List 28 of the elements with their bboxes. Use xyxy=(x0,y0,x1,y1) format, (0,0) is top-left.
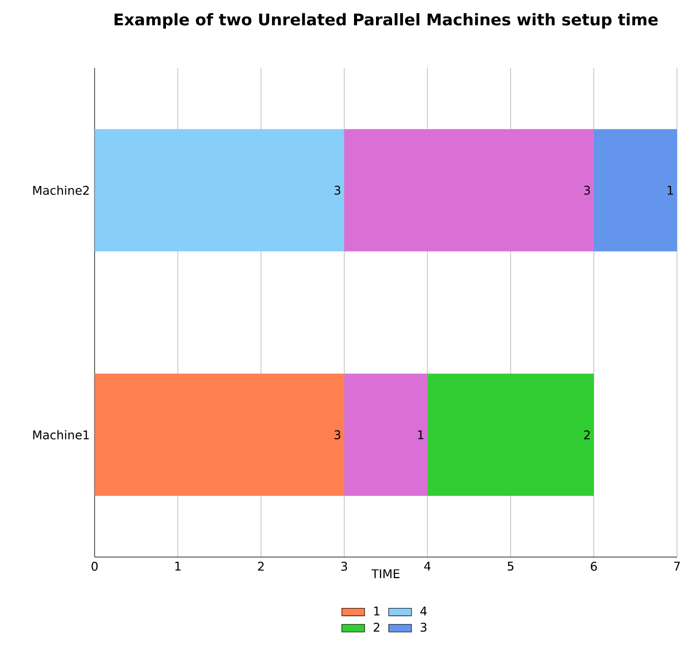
data-label: 2 xyxy=(584,430,590,440)
data-label: 1 xyxy=(418,430,424,440)
bar xyxy=(427,374,594,496)
x-tick-label: 7 xyxy=(674,562,680,571)
data-label: 3 xyxy=(334,186,340,195)
chart-title: Example of two Unrelated Parallel Machines with setup time xyxy=(114,13,658,29)
x-tick-label: 2 xyxy=(258,562,264,571)
bar xyxy=(344,129,594,252)
legend-label: 3 xyxy=(420,622,426,632)
legend-label: 1 xyxy=(374,606,380,616)
x-tick-label: 6 xyxy=(590,562,597,571)
data-label: 3 xyxy=(584,186,590,195)
x-tick-label: 1 xyxy=(175,562,181,571)
legend-label: 4 xyxy=(420,606,427,616)
bar xyxy=(344,374,428,496)
x-axis-title: TIME xyxy=(371,569,400,578)
x-tick-label: 3 xyxy=(341,562,348,571)
bar xyxy=(594,129,678,252)
bar xyxy=(94,129,344,252)
bar xyxy=(94,374,344,496)
x-tick-label: 5 xyxy=(508,562,514,571)
x-tick-label: 4 xyxy=(424,562,431,571)
data-label: 1 xyxy=(668,186,673,195)
legend-label: 2 xyxy=(374,622,380,632)
data-label: 3 xyxy=(334,430,340,440)
y-tick-label: Machine1 xyxy=(33,430,89,440)
y-tick-label: Machine2 xyxy=(33,186,89,196)
x-tick-label: 0 xyxy=(92,562,98,571)
